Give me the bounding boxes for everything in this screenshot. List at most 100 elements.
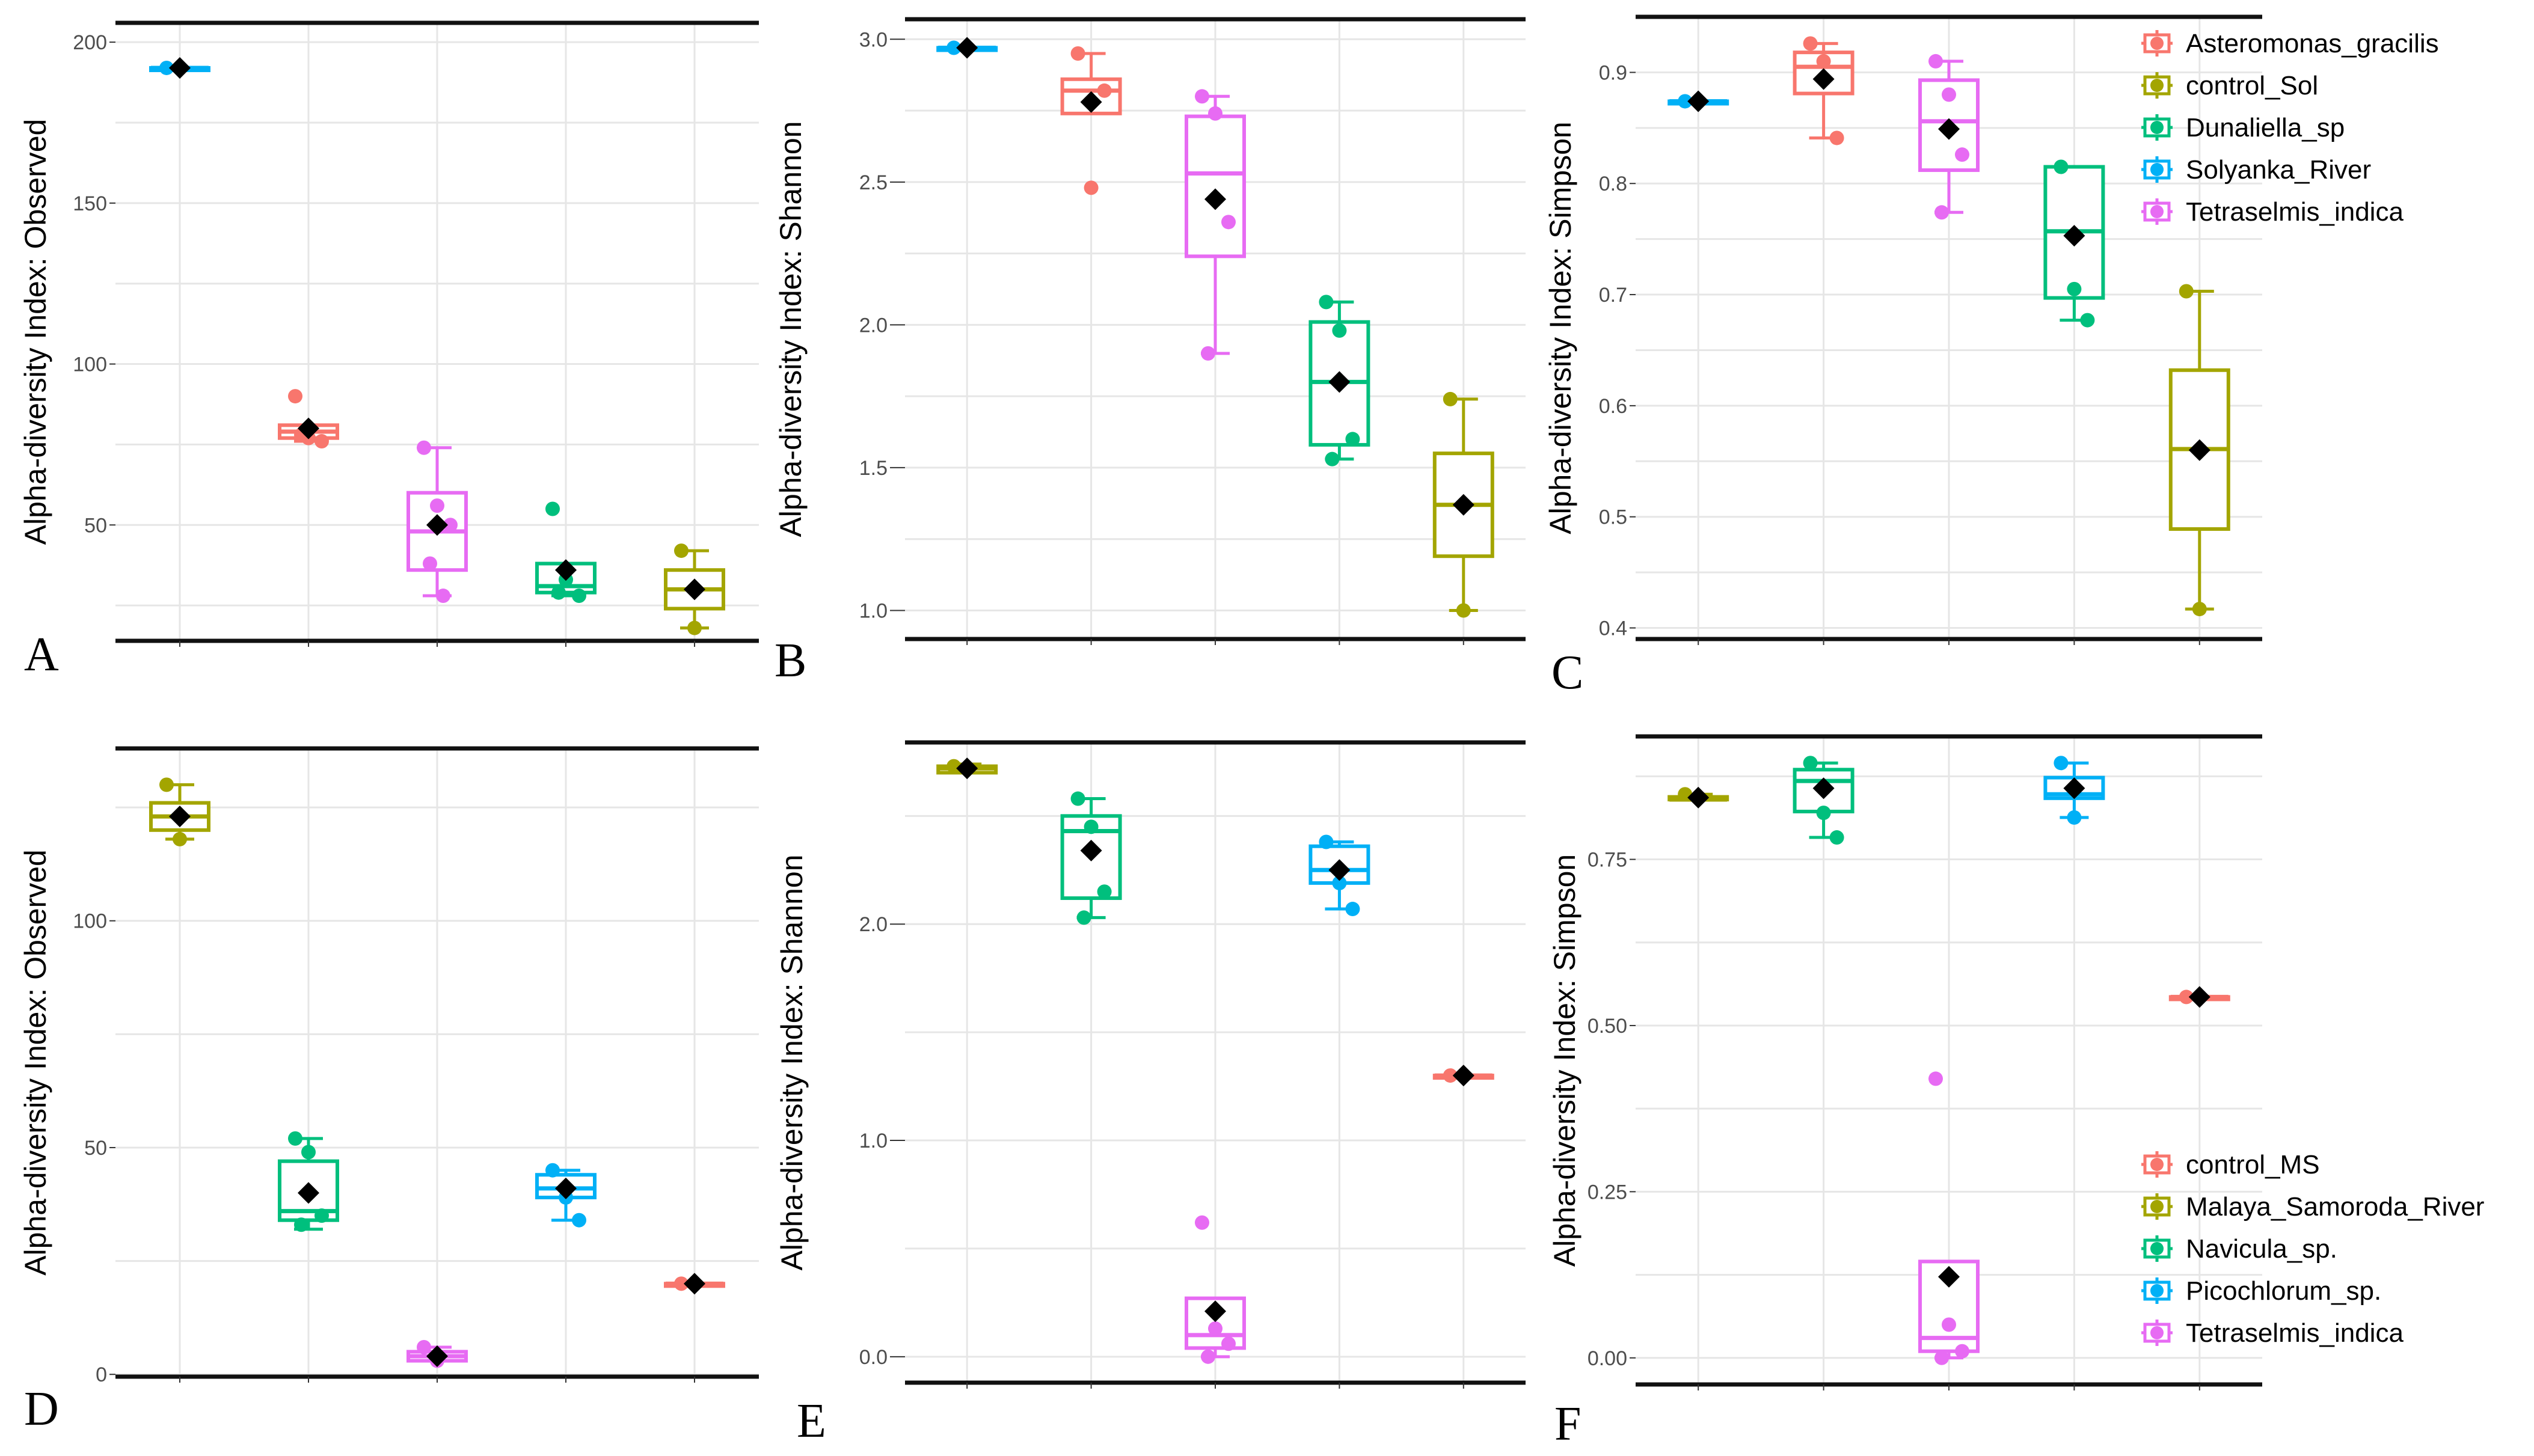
box-F-Malaya_Samoroda_River — [1667, 786, 1729, 809]
legend-item-Malaya_Samoroda_River: Malaya_Samoroda_River — [2141, 1192, 2484, 1222]
data-point — [1443, 1068, 1458, 1083]
data-point — [1070, 46, 1085, 61]
mean-marker — [1938, 1265, 1960, 1288]
y-tick-label-B: 2.0 — [859, 314, 888, 337]
y-tick-label-F: 0.25 — [1588, 1181, 1627, 1204]
y-tick-label-D: 100 — [73, 910, 107, 933]
box-A-Asteromonas_gracilis — [278, 389, 339, 449]
data-point — [314, 1208, 329, 1223]
legend-item-Navicula_sp.: Navicula_sp. — [2141, 1234, 2337, 1264]
y-tick-label-C: 0.4 — [1599, 617, 1627, 640]
data-point — [1678, 94, 1693, 109]
data-point — [1221, 215, 1236, 230]
legend-bottom: control_MS Malaya_Samoroda_River Navicula_… — [2141, 1150, 2484, 1348]
legend-label: Tetraselmis_indica — [2186, 1318, 2404, 1348]
legend-dot — [2150, 1284, 2164, 1297]
data-point — [294, 1217, 308, 1232]
data-point — [159, 777, 174, 792]
box-D-control_MS — [664, 1273, 725, 1295]
box-A-Solyanka_River — [149, 57, 210, 79]
mean-marker — [1687, 90, 1710, 112]
legend-label: Asteromonas_gracilis — [2186, 29, 2439, 58]
mean-marker — [1204, 188, 1226, 210]
mean-marker — [1452, 1065, 1474, 1087]
mean-marker — [684, 578, 705, 601]
mean-marker — [555, 1177, 577, 1199]
legend-dot — [2150, 1158, 2164, 1171]
mean-marker — [1328, 859, 1351, 881]
data-point — [1443, 391, 1458, 406]
data-point — [946, 40, 962, 55]
box-C-control_Sol — [2168, 284, 2230, 617]
data-point — [1829, 130, 1844, 145]
legend-item-Picochlorum_sp.: Picochlorum_sp. — [2141, 1276, 2381, 1306]
data-point — [1942, 1317, 1956, 1332]
y-tick-label-F: 0.50 — [1588, 1015, 1627, 1038]
box-C-Tetraselmis_indica — [1918, 54, 1980, 220]
box-E-Navicula_sp. — [1060, 791, 1122, 925]
data-point — [2054, 756, 2069, 771]
legend-label: Tetraselmis_indica — [2186, 197, 2404, 227]
legend-dot — [2150, 37, 2164, 50]
mean-marker — [555, 559, 577, 581]
data-point — [1076, 910, 1091, 925]
data-point — [417, 1339, 431, 1354]
legend-label: Dunaliella_sp — [2186, 113, 2345, 142]
legend-label: Malaya_Samoroda_River — [2186, 1192, 2484, 1222]
legend-dot — [2150, 163, 2164, 176]
data-point — [1319, 295, 1334, 310]
box-F-Picochlorum_sp. — [2043, 756, 2105, 825]
box-D-Picochlorum_sp. — [535, 1163, 597, 1228]
box-B-Solyanka_River — [936, 37, 998, 59]
data-point — [1345, 902, 1360, 917]
box-C-Solyanka_River — [1667, 90, 1729, 112]
data-point — [2067, 281, 2082, 296]
y-tick-label-B: 2.5 — [859, 171, 888, 194]
y-tick-label-C: 0.9 — [1599, 61, 1627, 84]
legend-label: control_Sol — [2186, 71, 2318, 100]
data-point — [687, 620, 702, 635]
y-tick-label-C: 0.8 — [1599, 173, 1627, 195]
data-point — [946, 759, 962, 774]
panel-C: 0.4 0.5 0.6 0.7 0.8 0.9 Alpha-diversity Index:… — [1544, 14, 2262, 699]
data-point — [1097, 884, 1112, 899]
y-tick-label-F: 0.00 — [1588, 1347, 1627, 1370]
box-A-Tetraselmis_indica — [406, 440, 468, 604]
data-point — [545, 501, 560, 516]
data-point — [436, 589, 450, 604]
mean-marker — [1452, 494, 1474, 516]
legend-dot — [2150, 1200, 2164, 1213]
mean-marker — [1080, 91, 1102, 113]
y-tick-label-B: 1.0 — [859, 599, 888, 622]
data-point — [1955, 1344, 1969, 1359]
data-point — [1097, 83, 1112, 98]
box-iqr — [1185, 114, 1246, 258]
mean-marker — [1938, 118, 1960, 140]
data-point — [2179, 990, 2194, 1005]
panel-letter-E: E — [797, 1395, 826, 1448]
y-tick-label-E: 2.0 — [859, 913, 888, 936]
data-point — [1332, 875, 1347, 890]
legend-dot — [2150, 79, 2164, 92]
box-B-Tetraselmis_indica — [1185, 89, 1246, 361]
legend-item-Solyanka_River: Solyanka_River — [2141, 155, 2371, 185]
data-point — [674, 1276, 689, 1291]
data-point — [1221, 1336, 1236, 1351]
mean-marker — [298, 1182, 319, 1204]
data-point — [159, 60, 174, 75]
box-D-Navicula_sp. — [278, 1131, 339, 1232]
y-axis-label-F: Alpha-diversity Index: Simpson — [1548, 854, 1581, 1267]
box-E-Picochlorum_sp. — [1308, 834, 1370, 917]
y-tick-label-A: 200 — [73, 31, 107, 54]
data-point — [423, 556, 437, 571]
y-axis-label-C: Alpha-diversity Index: Simpson — [1544, 121, 1577, 534]
y-tick-label-A: 100 — [73, 353, 107, 376]
y-tick-label-B: 3.0 — [859, 28, 888, 51]
panel-B: 1.0 1.5 2.0 2.5 3.0 Alpha-diversity Index: Sh… — [774, 17, 1526, 687]
legend-label: control_MS — [2186, 1150, 2320, 1179]
mean-marker — [426, 514, 448, 536]
legend-dot — [2150, 205, 2164, 218]
box-B-Asteromonas_gracilis — [1060, 46, 1122, 195]
y-tick-label-A: 150 — [73, 192, 107, 215]
data-point — [572, 589, 586, 604]
